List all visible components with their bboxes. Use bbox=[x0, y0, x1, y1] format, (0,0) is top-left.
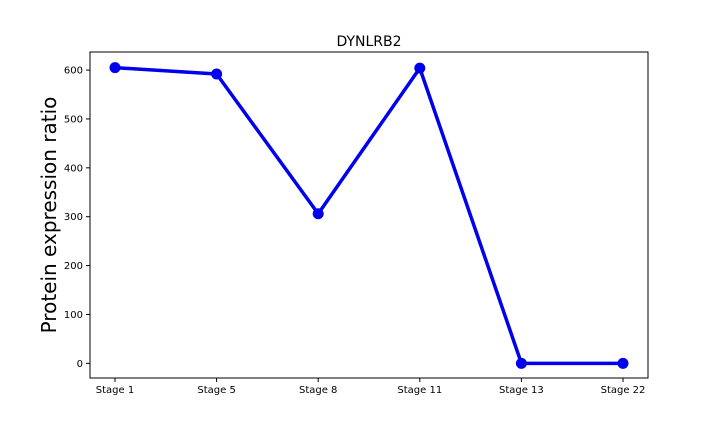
x-tick-label: Stage 1 bbox=[96, 385, 134, 396]
x-tick-label: Stage 5 bbox=[197, 385, 235, 396]
x-tick-label: Stage 8 bbox=[299, 385, 337, 396]
y-tick-label: 500 bbox=[64, 114, 83, 125]
y-tick-label: 0 bbox=[77, 359, 83, 370]
data-point bbox=[617, 357, 629, 369]
y-tick-label: 600 bbox=[64, 66, 83, 77]
y-tick-label: 100 bbox=[64, 310, 83, 321]
data-point bbox=[211, 68, 223, 80]
x-axis-ticks: Stage 1 Stage 5 Stage 8 Stage 11 Stage 13 Sta… bbox=[96, 378, 646, 396]
chart-title: DYNLRB2 bbox=[336, 34, 401, 50]
data-point bbox=[312, 208, 324, 220]
y-tick-label: 400 bbox=[64, 163, 83, 174]
y-axis-label: Protein expression ratio bbox=[37, 97, 61, 334]
y-tick-label: 200 bbox=[64, 261, 83, 272]
data-point bbox=[515, 357, 527, 369]
plot-area bbox=[89, 51, 649, 379]
x-tick-label: Stage 13 bbox=[499, 385, 544, 396]
data-point bbox=[109, 62, 121, 74]
y-axis-ticks: 0 100 200 300 400 500 600 bbox=[64, 66, 90, 370]
series-layer bbox=[109, 62, 629, 369]
x-tick-label: Stage 11 bbox=[397, 385, 442, 396]
x-tick-label: Stage 22 bbox=[601, 385, 646, 396]
series-line bbox=[114, 65, 623, 366]
y-tick-label: 300 bbox=[64, 212, 83, 223]
data-point bbox=[414, 62, 426, 74]
